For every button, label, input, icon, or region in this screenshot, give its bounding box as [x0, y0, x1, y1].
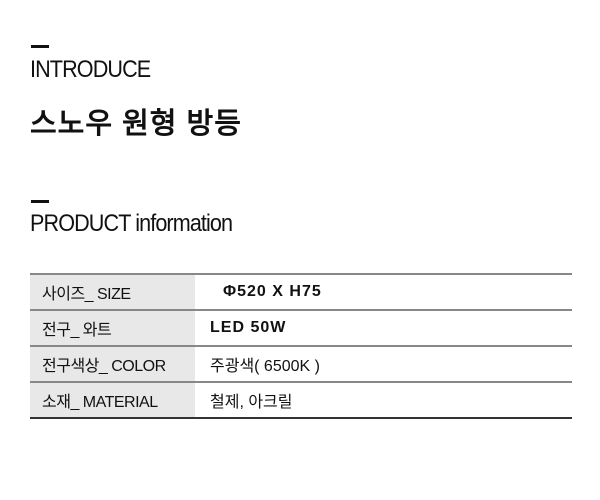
table-row: 사이즈_ SIZE Φ520 X H75	[30, 273, 572, 311]
product-info-heading: PRODUCT information	[30, 210, 233, 237]
table-row: 전구색상_ COLOR 주광색( 6500K )	[30, 346, 572, 383]
introduce-heading: INTRODUCE	[30, 56, 151, 83]
spec-value: LED 50W	[195, 310, 572, 347]
spec-key: 소재_ MATERIAL	[30, 382, 195, 419]
spec-table: 사이즈_ SIZE Φ520 X H75 전구_ 와트 LED 50W 전구색상_ …	[30, 273, 572, 419]
table-row: 전구_ 와트 LED 50W	[30, 310, 572, 347]
product-title: 스노우 원형 방등	[30, 108, 242, 140]
spec-value: 철제, 아크릴	[195, 382, 572, 419]
spec-key: 전구_ 와트	[30, 310, 195, 347]
spec-value: 주광색( 6500K )	[195, 346, 572, 383]
section-dash	[31, 45, 49, 48]
spec-value: Φ520 X H75	[195, 273, 572, 311]
section-dash	[31, 200, 49, 203]
table-row: 소재_ MATERIAL 철제, 아크릴	[30, 382, 572, 419]
spec-key: 전구색상_ COLOR	[30, 346, 195, 383]
spec-key: 사이즈_ SIZE	[30, 273, 195, 311]
